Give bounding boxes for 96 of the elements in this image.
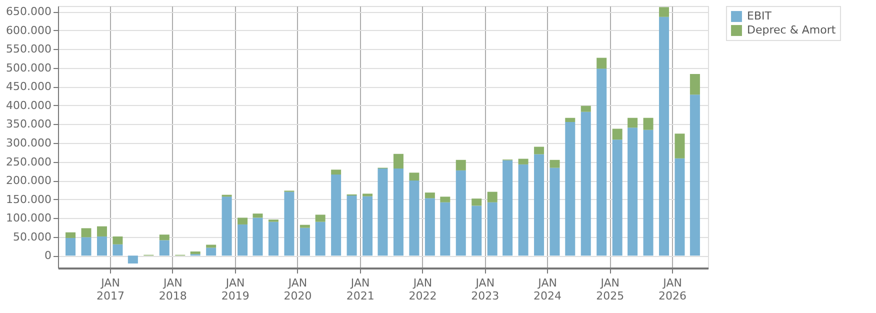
bar xyxy=(362,194,373,196)
bar xyxy=(96,236,107,256)
y-tick-label: 100.000 xyxy=(6,212,52,225)
bar xyxy=(456,170,466,256)
bar xyxy=(440,202,450,256)
bar xyxy=(393,154,404,169)
bar xyxy=(222,196,232,256)
bar xyxy=(206,248,216,256)
bar xyxy=(206,244,216,248)
bar xyxy=(112,244,123,256)
x-tick-label: JAN 2018 xyxy=(158,276,187,302)
bar xyxy=(690,94,700,256)
bar xyxy=(159,234,170,240)
bar xyxy=(331,170,342,175)
bar xyxy=(643,118,654,130)
bar xyxy=(580,106,591,112)
bar xyxy=(456,160,466,170)
bar xyxy=(81,237,92,256)
y-tick-label: 200.000 xyxy=(6,174,52,188)
bar xyxy=(440,196,450,202)
bar xyxy=(612,140,622,256)
x-tick-label: JAN 2023 xyxy=(471,276,500,302)
y-tick-label: 0 xyxy=(44,249,52,262)
bar xyxy=(550,160,560,168)
legend-label: EBIT xyxy=(747,10,772,22)
bar xyxy=(659,7,670,17)
bar xyxy=(596,58,607,69)
bar xyxy=(580,112,591,256)
bar xyxy=(550,168,560,256)
bar xyxy=(81,228,92,238)
bar xyxy=(643,130,654,256)
bar xyxy=(487,202,498,256)
bar xyxy=(252,214,263,218)
y-tick-label: 650.000 xyxy=(6,5,52,18)
bar xyxy=(252,218,263,256)
bar xyxy=(409,180,420,256)
bar xyxy=(518,164,528,256)
bar xyxy=(565,118,576,122)
y-tick-label: 600.000 xyxy=(6,24,52,37)
x-tick-label: JAN 2017 xyxy=(96,276,125,302)
y-tick-label: 500.000 xyxy=(6,61,52,74)
bar xyxy=(284,192,294,256)
x-tick-label: JAN 2022 xyxy=(408,276,437,302)
bar xyxy=(674,134,685,158)
x-tick-label: JAN 2019 xyxy=(221,276,250,302)
bar xyxy=(534,154,544,256)
bar xyxy=(300,224,310,228)
y-tick-label: 550.000 xyxy=(6,42,52,56)
bar xyxy=(393,168,404,256)
y-tick-label: 300.000 xyxy=(6,136,52,150)
x-tick-label: JAN 2021 xyxy=(346,276,374,302)
bar xyxy=(518,158,528,164)
y-tick-label: 250.000 xyxy=(6,155,52,168)
bar xyxy=(300,228,310,256)
bar xyxy=(659,16,670,256)
bar xyxy=(690,74,700,95)
x-tick-label: JAN 2025 xyxy=(596,276,624,302)
bar xyxy=(378,168,388,256)
bar xyxy=(96,226,107,236)
bar xyxy=(502,160,513,256)
bar xyxy=(238,224,248,256)
y-tick-label: 150.000 xyxy=(6,192,52,206)
bar xyxy=(424,198,435,256)
y-tick-label: 350.000 xyxy=(6,118,52,131)
bar xyxy=(66,238,76,256)
bar xyxy=(565,122,576,256)
bar xyxy=(409,172,420,181)
bar xyxy=(315,214,326,222)
bar xyxy=(596,68,607,256)
y-tick-label: 50.000 xyxy=(13,230,52,244)
bar xyxy=(487,192,498,202)
bar xyxy=(331,174,342,256)
bar xyxy=(238,218,248,224)
legend-label: Deprec & Amort xyxy=(747,24,836,36)
x-tick-label: JAN 2024 xyxy=(534,276,562,302)
bar xyxy=(628,128,638,256)
y-tick-label: 450.000 xyxy=(6,80,52,94)
bar xyxy=(424,192,435,198)
bar xyxy=(66,232,76,238)
x-tick-label: JAN 2020 xyxy=(284,276,312,302)
bar xyxy=(472,198,482,206)
bar xyxy=(346,196,357,256)
bar xyxy=(159,240,170,256)
bar xyxy=(268,222,278,256)
bar xyxy=(362,196,373,256)
bar xyxy=(472,206,482,256)
bar xyxy=(612,128,622,140)
bar xyxy=(112,236,123,244)
bar xyxy=(534,146,544,154)
bar xyxy=(190,251,200,254)
x-tick-label: JAN 2026 xyxy=(658,276,687,302)
bar xyxy=(628,118,638,128)
bar xyxy=(128,256,138,264)
y-tick-label: 400.000 xyxy=(6,98,52,112)
bar xyxy=(674,158,685,256)
bar xyxy=(315,222,326,256)
